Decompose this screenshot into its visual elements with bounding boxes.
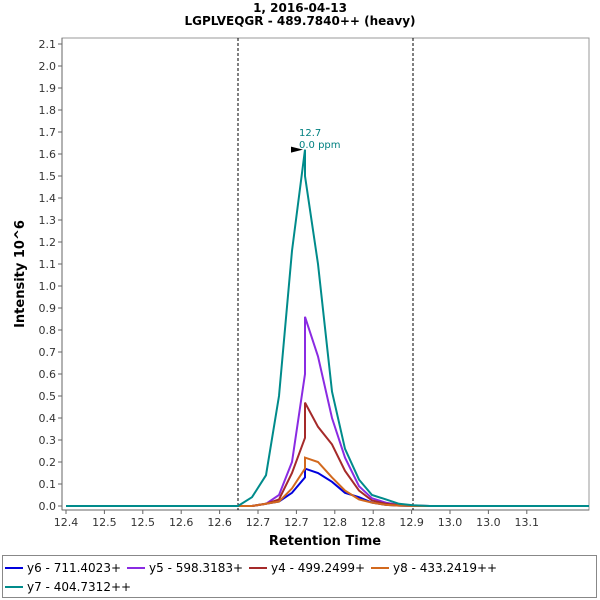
- y-tick-label: 0.8: [39, 324, 57, 337]
- y-tick-label: 0.2: [39, 456, 57, 469]
- y-tick-label: 1.4: [39, 192, 57, 205]
- y-tick-label: 1.1: [39, 258, 57, 271]
- x-tick-label: 12.5: [92, 516, 117, 529]
- x-tick-label: 12.9: [399, 516, 424, 529]
- x-tick-label: 12.6: [169, 516, 194, 529]
- y-tick-label: 0.1: [39, 478, 57, 491]
- legend-label: y7 - 404.7312++: [27, 579, 132, 594]
- legend-label: y8 - 433.2419++: [393, 560, 498, 575]
- y-tick-label: 0.3: [39, 434, 57, 447]
- x-tick-label: 13.0: [438, 516, 463, 529]
- legend-swatch: [127, 566, 146, 569]
- y-tick-label: 1.0: [39, 280, 57, 293]
- legend-swatch: [5, 585, 23, 588]
- x-tick-label: 13.1: [515, 516, 540, 529]
- x-tick-label: 12.7: [246, 516, 271, 529]
- chart-title: 1, 2016-04-13: [253, 1, 347, 15]
- peak-annotation: 12.70.0 ppm: [291, 128, 341, 153]
- x-tick-label: 13.0: [476, 516, 501, 529]
- chart-subtitle: LGPLVEQGR - 489.7840++ (heavy): [184, 14, 415, 28]
- legend-item: y7 - 404.7312++: [5, 577, 131, 596]
- legend-swatch: [249, 566, 268, 569]
- x-tick-label: 12.8: [361, 516, 386, 529]
- x-tick-label: 12.6: [207, 516, 232, 529]
- y-tick-label: 1.7: [39, 126, 57, 139]
- plot-area: [61, 37, 590, 511]
- x-tick-label: 12.7: [284, 516, 309, 529]
- y-tick-label: 1.9: [39, 82, 57, 95]
- x-axis: 12.4 12.5 12.5 12.6 12.6 12.7 12.7 12.8 12.8 12.9…: [54, 509, 589, 529]
- peak-marker: [291, 146, 303, 153]
- y-axis: 0.0 0.1 0.2 0.3 0.4 0.5 0.6 0.7 0.8 0.9 1.0 1.1 1.2 1…: [39, 38, 63, 513]
- x-axis-label: Retention Time: [269, 534, 381, 549]
- x-tick-label: 12.8: [323, 516, 348, 529]
- legend-label: y6 - 711.4023+: [27, 560, 122, 575]
- y-tick-label: 0.9: [39, 302, 57, 315]
- legend-swatch: [371, 566, 390, 569]
- legend-item: y6 - 711.4023+: [5, 558, 121, 577]
- y-tick-label: 0.4: [39, 412, 57, 425]
- y-tick-label: 0.6: [39, 368, 57, 381]
- peak-annotation-text: 0.0 ppm: [299, 140, 341, 151]
- y-tick-label: 0.5: [39, 390, 57, 403]
- peak-annotation-text: 12.7: [299, 128, 321, 139]
- legend-item: y4 - 499.2499+: [249, 558, 365, 577]
- y-tick-label: 1.8: [39, 104, 57, 117]
- series-lines: [66, 149, 589, 507]
- y-axis-label: Intensity 10^6: [13, 220, 28, 328]
- y-tick-label: 0.7: [39, 346, 57, 359]
- series-line-5: [66, 149, 589, 507]
- y-tick-label: 2.1: [39, 38, 57, 51]
- y-tick-label: 1.3: [39, 214, 57, 227]
- legend: y6 - 711.4023+ y5 - 598.3183+ y4 - 499.249…: [2, 555, 597, 598]
- legend-label: y5 - 598.3183+: [149, 560, 244, 575]
- x-tick-label: 12.5: [131, 516, 156, 529]
- y-tick-label: 0.0: [39, 500, 57, 513]
- legend-item: y5 - 598.3183+: [127, 558, 243, 577]
- y-tick-label: 1.2: [39, 236, 57, 249]
- y-tick-label: 2.0: [39, 60, 57, 73]
- legend-item: y8 - 433.2419++: [371, 558, 497, 577]
- chromatogram-chart: 1, 2016-04-13 LGPLVEQGR - 489.7840++ (he…: [13, 1, 590, 549]
- y-tick-label: 1.6: [39, 148, 57, 161]
- legend-swatch: [5, 566, 23, 569]
- legend-label: y4 - 499.2499+: [271, 560, 366, 575]
- peak-boundaries: [237, 38, 414, 510]
- y-tick-label: 1.5: [39, 170, 57, 183]
- x-tick-label: 12.4: [54, 516, 79, 529]
